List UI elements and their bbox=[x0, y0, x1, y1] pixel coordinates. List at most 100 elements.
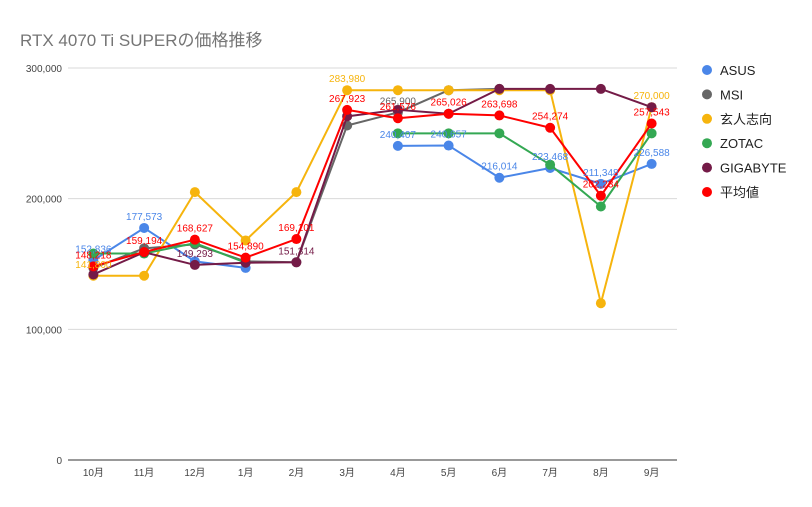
x-tick-label: 1月 bbox=[238, 467, 254, 479]
data-point bbox=[646, 158, 657, 169]
legend-swatch bbox=[702, 162, 712, 173]
legend-item-series: 玄人志向 bbox=[702, 112, 772, 127]
x-tick-label: 10月 bbox=[83, 467, 104, 479]
data-label: 265,900 bbox=[380, 96, 417, 107]
data-point bbox=[88, 269, 99, 280]
data-label: 202,234 bbox=[583, 180, 620, 191]
chart-title: RTX 4070 Ti SUPERの価格推移 bbox=[20, 31, 262, 50]
data-point bbox=[646, 102, 657, 113]
legend-swatch bbox=[702, 138, 712, 149]
data-point bbox=[595, 178, 606, 189]
data-point bbox=[595, 83, 606, 94]
data-label: 226,588 bbox=[634, 148, 671, 159]
data-point bbox=[392, 140, 403, 151]
y-tick-label: 200,000 bbox=[26, 195, 63, 206]
data-point bbox=[443, 85, 454, 96]
x-tick-label: 11月 bbox=[134, 467, 154, 479]
data-point bbox=[494, 172, 505, 183]
data-label: 141,800 bbox=[75, 260, 112, 271]
data-point bbox=[494, 110, 505, 121]
gridlines bbox=[68, 67, 677, 461]
series-line bbox=[397, 144, 652, 185]
data-label: 149,293 bbox=[177, 249, 214, 260]
legend-item-asus: ASUS bbox=[702, 63, 756, 78]
x-tick-label: 12月 bbox=[184, 467, 205, 479]
data-point bbox=[545, 122, 556, 133]
data-label: 169,101 bbox=[278, 223, 315, 234]
data-label: 261,576 bbox=[380, 102, 417, 113]
data-point bbox=[443, 140, 454, 151]
data-point bbox=[392, 113, 403, 124]
legend-label: ZOTAC bbox=[720, 136, 763, 151]
series-3 bbox=[88, 128, 657, 268]
data-label: 154,890 bbox=[228, 242, 265, 253]
series-line bbox=[397, 132, 653, 208]
series-line bbox=[93, 89, 653, 305]
x-tick-label: 7月 bbox=[542, 467, 558, 479]
y-tick-label: 100,000 bbox=[26, 325, 63, 336]
data-point bbox=[392, 128, 403, 139]
data-point bbox=[291, 257, 302, 268]
data-label: 257,543 bbox=[634, 107, 671, 118]
legend-swatch bbox=[702, 187, 712, 197]
series-layer bbox=[88, 83, 657, 309]
data-labels: 152,836 177,573 240,407 240,657 216,014 223,4… bbox=[75, 74, 670, 271]
data-point bbox=[494, 83, 505, 94]
data-point bbox=[240, 252, 251, 263]
data-label: 168,627 bbox=[177, 224, 214, 235]
axes: 0 100,000 200,000 300,000 10月 11月 12月 1月 2月 3月 4月 5… bbox=[26, 64, 660, 479]
data-point bbox=[545, 159, 556, 170]
data-label: 223,468 bbox=[532, 152, 569, 163]
data-point bbox=[595, 201, 606, 212]
data-label: 265,026 bbox=[431, 98, 468, 109]
data-label: 240,657 bbox=[431, 130, 468, 141]
data-label: 270,000 bbox=[634, 91, 671, 102]
legend-label: ASUS bbox=[720, 63, 756, 78]
data-point bbox=[291, 187, 302, 198]
data-point bbox=[443, 108, 454, 119]
data-label: 148,218 bbox=[75, 250, 112, 261]
data-point bbox=[240, 235, 251, 246]
data-point bbox=[392, 85, 403, 96]
x-tick-label: 6月 bbox=[492, 467, 508, 479]
legend: ASUS MSI 玄人志向 ZOTAC GIGABYTE 平均値 bbox=[702, 63, 787, 200]
data-label: 211,348 bbox=[583, 168, 619, 179]
series-0 bbox=[88, 140, 657, 273]
y-tick-label: 300,000 bbox=[26, 64, 63, 75]
data-label: 177,573 bbox=[126, 212, 163, 223]
y-tick-label: 0 bbox=[56, 456, 62, 467]
x-tick-label: 2月 bbox=[289, 467, 305, 479]
legend-label: GIGABYTE bbox=[720, 161, 787, 176]
series-5 bbox=[88, 104, 657, 272]
legend-swatch bbox=[702, 89, 712, 100]
legend-swatch bbox=[702, 113, 712, 124]
data-point bbox=[139, 222, 150, 233]
data-label: 152,836 bbox=[75, 244, 112, 255]
data-point bbox=[88, 248, 99, 259]
data-point bbox=[189, 234, 200, 245]
series-line bbox=[93, 242, 246, 264]
data-label: 254,274 bbox=[532, 112, 569, 123]
series-line bbox=[93, 108, 653, 268]
legend-label: MSI bbox=[720, 87, 743, 102]
x-tick-label: 8月 bbox=[593, 467, 609, 479]
data-point bbox=[291, 234, 302, 245]
data-point bbox=[646, 128, 657, 139]
data-label: 216,014 bbox=[481, 162, 518, 173]
data-point bbox=[342, 85, 353, 96]
data-point bbox=[189, 187, 200, 198]
data-label: 159,194 bbox=[126, 236, 163, 247]
data-label: 267,923 bbox=[329, 94, 366, 105]
legend-item-zotac: ZOTAC bbox=[702, 136, 763, 151]
data-point bbox=[88, 261, 99, 272]
legend-label: 玄人志向 bbox=[720, 112, 772, 127]
x-tick-label: 9月 bbox=[644, 467, 660, 479]
data-label: 283,980 bbox=[329, 74, 366, 85]
legend-item-msi: MSI bbox=[702, 87, 743, 102]
data-point bbox=[494, 128, 505, 139]
data-point bbox=[646, 118, 657, 129]
data-point bbox=[595, 298, 606, 309]
data-point bbox=[189, 259, 200, 270]
